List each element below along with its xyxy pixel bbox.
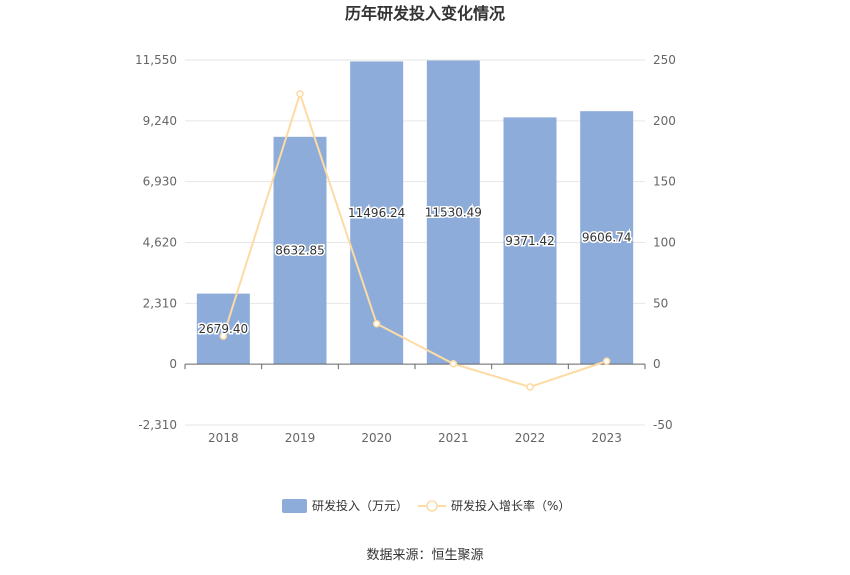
- y-left-tick-label: 6,930: [143, 175, 177, 189]
- bar: [196, 293, 250, 365]
- legend: 研发投入（万元） 研发投入增长率（%）: [282, 498, 570, 513]
- growth-point: [296, 90, 304, 98]
- y-left-tick-label: 2,310: [143, 296, 177, 310]
- growth-point: [219, 332, 228, 340]
- grid-layer: [185, 59, 645, 426]
- y-left-tick-label: 9,240: [143, 114, 177, 128]
- x-tick-label: 2019: [285, 431, 316, 445]
- bar: [503, 117, 557, 365]
- growth-point: [372, 320, 381, 328]
- y-right-tick-label: 100: [653, 236, 676, 250]
- label-layer: 2679.40 8632.85 11496.24 11530.49 9371.42 960…: [197, 204, 633, 338]
- x-tick-label: 2022: [515, 431, 546, 445]
- x-tick-label: 2021: [438, 431, 469, 445]
- y-left-tick-label: 4,620: [143, 236, 177, 250]
- bar-data-label: 11496.24: [348, 206, 405, 220]
- bar-data-label: 11530.49: [425, 205, 482, 219]
- growth-point: [526, 383, 534, 391]
- source-note: 数据来源：恒生聚源: [366, 548, 483, 563]
- legend-bar-swatch: [282, 499, 307, 513]
- x-tick-label: 2018: [208, 431, 239, 445]
- bar: [350, 61, 404, 365]
- growth-point: [449, 360, 458, 368]
- bar: [273, 136, 327, 365]
- y-right-tick-label: 200: [653, 114, 676, 128]
- chart-title: 历年研发投入变化情况: [345, 4, 505, 23]
- growth-line: [222, 90, 607, 388]
- y-right-tick-label: 250: [653, 53, 676, 67]
- legend-line-marker: [426, 500, 438, 512]
- bar: [580, 111, 634, 365]
- bar-layer: [196, 60, 634, 365]
- legend-bar-label: 研发投入（万元）: [312, 498, 408, 513]
- legend-line-label: 研发投入增长率（%）: [451, 498, 570, 513]
- y-right-tick-label: 0: [653, 357, 661, 371]
- y-left-tick-label: 0: [169, 357, 177, 371]
- bar-data-label: 9606.74: [582, 231, 632, 245]
- y-left-tick-label: 11,550: [135, 53, 177, 67]
- x-tick-label: 2023: [591, 431, 622, 445]
- y-left-tick-label: -2,310: [138, 418, 177, 432]
- bar-data-label: 9371.42: [505, 234, 555, 248]
- axis-layer: -2,310 0 2,310 4,620 6,930 9,240 11,550 -50 0 50 1…: [135, 53, 676, 445]
- y-right-tick-label: 150: [653, 175, 676, 189]
- line-layer: [219, 90, 611, 391]
- y-right-tick-label: 50: [653, 296, 668, 310]
- bar-data-label: 2679.40: [199, 322, 249, 336]
- growth-point: [602, 357, 611, 365]
- bar-data-label: 8632.85: [275, 243, 325, 257]
- x-tick-label: 2020: [361, 431, 392, 445]
- bar: [426, 60, 480, 365]
- y-right-tick-label: -50: [653, 418, 673, 432]
